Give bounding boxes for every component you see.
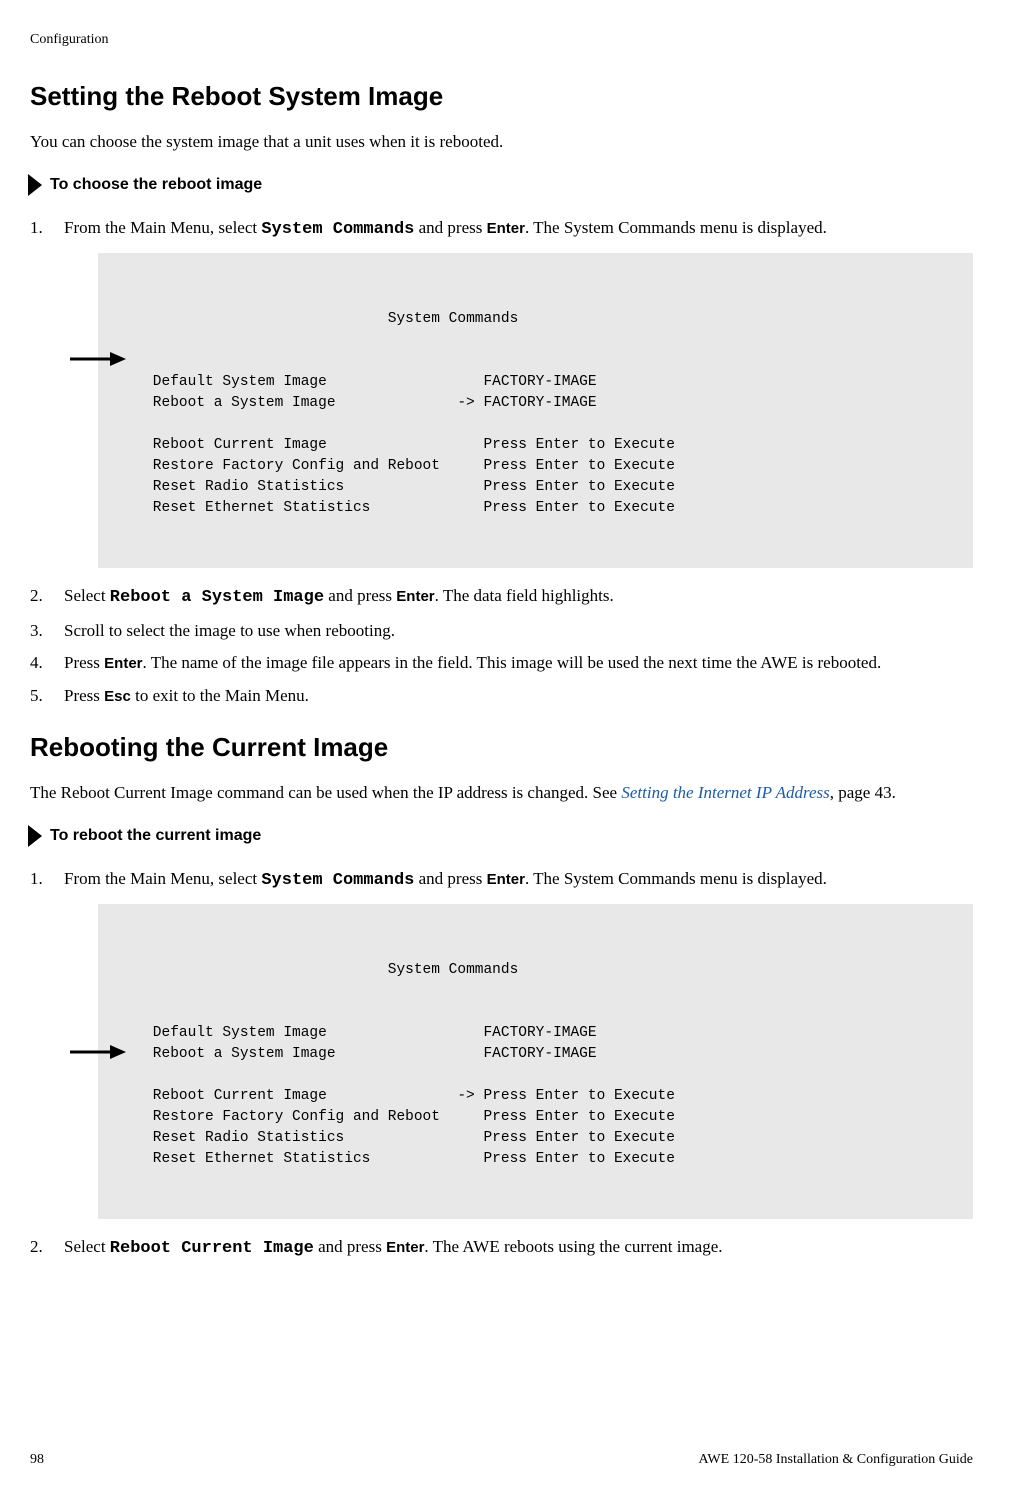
footer-title: AWE 120-58 Installation & Configuration …: [698, 1450, 973, 1470]
section1-steps: From the Main Menu, select System Comman…: [30, 216, 973, 708]
enter-key: Enter: [396, 588, 434, 605]
section1-step1: From the Main Menu, select System Comman…: [30, 216, 973, 568]
section1-step3: Scroll to select the image to use when r…: [30, 619, 973, 644]
section1-step2: Select Reboot a System Image and press E…: [30, 584, 973, 611]
cmd-text: System Commands: [261, 871, 414, 890]
enter-key: Enter: [487, 220, 525, 237]
section2-step1: From the Main Menu, select System Comman…: [30, 867, 973, 1219]
page-footer: 98 AWE 120-58 Installation & Configurati…: [30, 1450, 973, 1470]
section1-step4: Press Enter. The name of the image file …: [30, 651, 973, 676]
section2-steps: From the Main Menu, select System Comman…: [30, 867, 973, 1261]
code-content-2: System Commands Default System Image FAC…: [118, 962, 675, 1167]
enter-key: Enter: [487, 871, 525, 888]
section2-heading: Rebooting the Current Image: [30, 729, 973, 765]
section2-intro: The Reboot Current Image command can be …: [30, 781, 973, 805]
code-block-2: System Commands Default System Image FAC…: [98, 904, 973, 1219]
procedure-arrow-icon: [28, 825, 42, 847]
procedure-arrow-icon: [28, 174, 42, 196]
cmd-text: Reboot Current Image: [110, 1239, 314, 1258]
section1-heading: Setting the Reboot System Image: [30, 78, 973, 114]
pointer-arrow-icon: [70, 1045, 126, 1059]
code-content-1: System Commands Default System Image FAC…: [118, 311, 675, 516]
proc-heading-2: To reboot the current image: [28, 825, 973, 847]
proc-heading-1-text: To choose the reboot image: [50, 174, 262, 196]
proc-heading-1: To choose the reboot image: [28, 174, 973, 196]
header-label: Configuration: [30, 30, 973, 50]
pointer-arrow-icon: [70, 352, 126, 366]
proc-heading-2-text: To reboot the current image: [50, 825, 261, 847]
cmd-text: Reboot a System Image: [110, 588, 324, 607]
section1-step5: Press Esc to exit to the Main Menu.: [30, 684, 973, 709]
cmd-text: System Commands: [261, 220, 414, 239]
code-block-1: System Commands Default System Image FAC…: [98, 253, 973, 568]
cross-reference-link[interactable]: Setting the Internet IP Address: [621, 783, 829, 802]
enter-key: Enter: [386, 1239, 424, 1256]
section2-step2: Select Reboot Current Image and press En…: [30, 1235, 973, 1262]
enter-key: Enter: [104, 655, 142, 672]
page-number: 98: [30, 1450, 44, 1470]
esc-key: Esc: [104, 688, 131, 705]
section1-intro: You can choose the system image that a u…: [30, 130, 973, 154]
